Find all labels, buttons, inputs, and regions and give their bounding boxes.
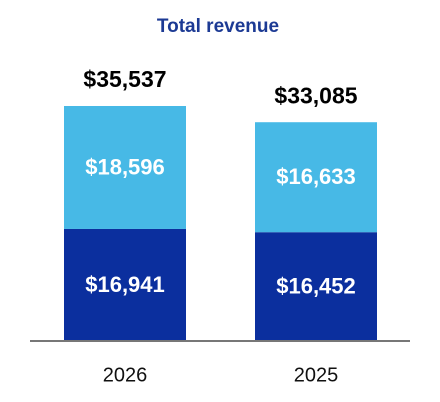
segment-label: $16,941 [85, 272, 165, 297]
bar-segment [255, 232, 377, 341]
segment-label: $16,633 [276, 164, 356, 189]
total-label: $33,085 [274, 82, 357, 108]
segment-label: $16,452 [276, 273, 356, 298]
segment-label: $18,596 [85, 154, 165, 179]
chart-title: Total revenue [157, 16, 279, 37]
bar-segment [64, 106, 186, 229]
x-tick-label: 2026 [103, 364, 148, 386]
x-tick-label: 2025 [294, 364, 339, 386]
total-label: $35,537 [83, 66, 166, 92]
bar-segment [255, 122, 377, 233]
bar-segment [64, 228, 186, 341]
